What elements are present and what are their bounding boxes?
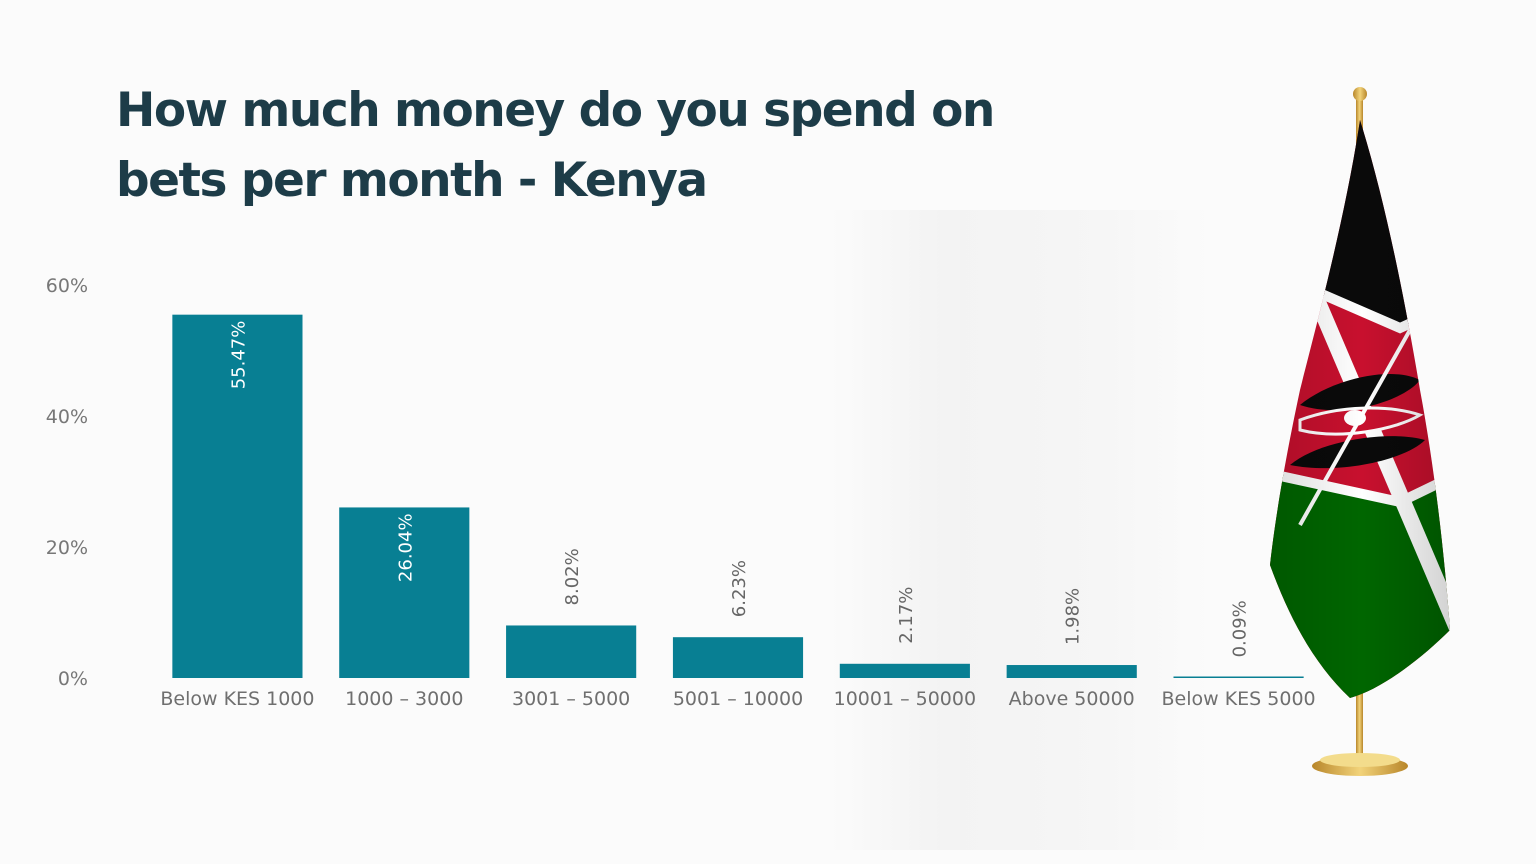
data-label: 6.23%: [729, 560, 750, 617]
y-tick-label: 0%: [58, 668, 88, 690]
y-axis: 0% 20% 40% 60%: [46, 275, 88, 690]
bar: [672, 637, 804, 678]
bars-group: [172, 314, 1304, 678]
y-tick-label: 20%: [46, 537, 88, 559]
chart-title: How much money do you spend on bets per …: [116, 83, 995, 208]
bar: [172, 314, 303, 678]
data-label: 2.17%: [896, 587, 917, 644]
bar: [506, 625, 637, 678]
data-labels-group: 55.47% 26.04% 8.02% 6.23% 2.17% 1.98% 0.09%: [228, 321, 1250, 658]
background-panel: [830, 210, 1210, 850]
x-tick-label: Below KES 1000: [160, 688, 314, 710]
bar: [1006, 665, 1137, 678]
x-tick-label: 1000 – 3000: [345, 688, 463, 710]
x-tick-label: 5001 – 10000: [673, 688, 803, 710]
x-tick-label: 3001 – 5000: [512, 688, 630, 710]
x-tick-label: 10001 – 50000: [834, 688, 976, 710]
data-label: 1.98%: [1063, 588, 1084, 645]
data-label: 0.09%: [1230, 600, 1251, 657]
x-axis: Below KES 1000 1000 – 3000 3001 – 5000 5001…: [160, 688, 1315, 710]
x-tick-label: Below KES 5000: [1162, 688, 1316, 710]
bar: [339, 507, 470, 678]
data-label: 26.04%: [395, 513, 416, 582]
data-label: 55.47%: [228, 321, 249, 390]
data-label: 8.02%: [562, 548, 583, 605]
kenya-flag-icon: [1270, 87, 1450, 776]
y-tick-label: 40%: [46, 406, 88, 428]
bar: [1173, 676, 1304, 678]
x-tick-label: Above 50000: [1009, 688, 1135, 710]
bar: [839, 663, 970, 678]
y-tick-label: 60%: [46, 275, 88, 297]
